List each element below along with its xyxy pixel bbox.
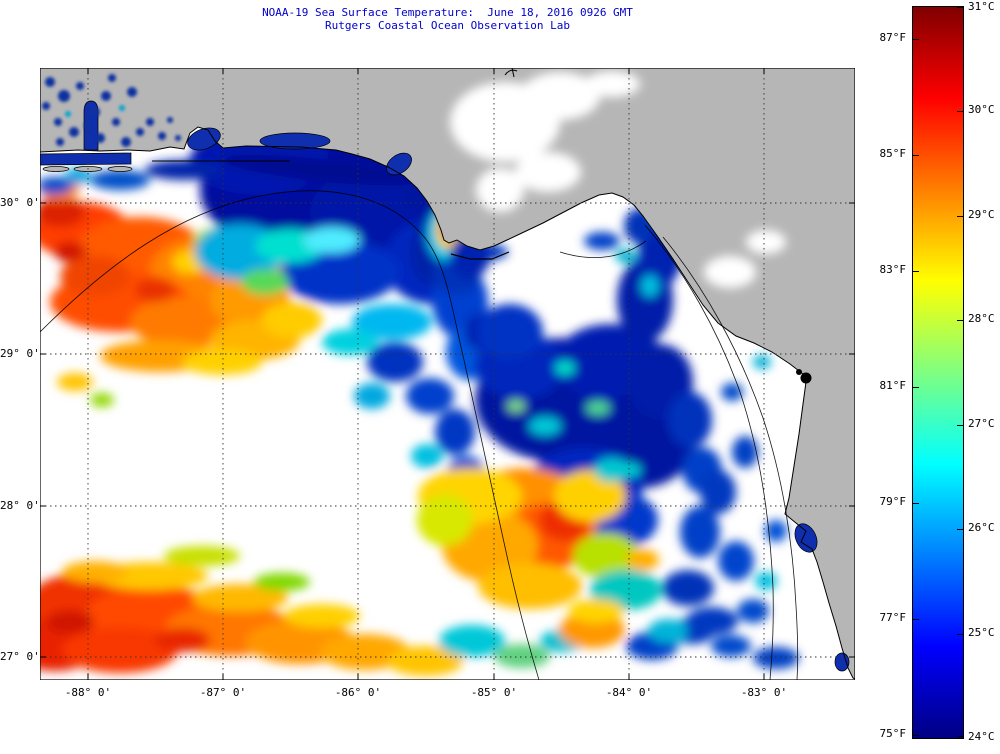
colorbar-tick (913, 503, 919, 504)
colorbar-tick (913, 735, 919, 736)
colorbar-c-label: 28°C (968, 312, 995, 325)
land (40, 68, 855, 679)
x-tick-label: -88° 0' (64, 686, 112, 699)
colorbar-tick (913, 387, 919, 388)
cloud-mask (450, 71, 786, 288)
colorbar-tick (957, 216, 963, 217)
x-tick-label: -86° 0' (334, 686, 382, 699)
colorbar-c-label: 29°C (968, 208, 995, 221)
colorbar-f-label: 77°F (879, 611, 907, 624)
colorbar-f-label: 81°F (879, 379, 907, 392)
y-tick-label: 29° 0' (0, 347, 40, 360)
figure-title-line1: NOAA-19 Sea Surface Temperature: June 18… (262, 6, 633, 19)
colorbar-tick (957, 736, 963, 737)
x-tick-label: -87° 0' (199, 686, 247, 699)
colorbar-tick (957, 111, 963, 112)
x-tick-label: -83° 0' (740, 686, 788, 699)
y-tick-label: 28° 0' (0, 499, 40, 512)
colorbar-f-label: 87°F (879, 31, 907, 44)
axis-ticks (40, 68, 855, 680)
sst-map (40, 68, 855, 680)
colorbar-tick (957, 529, 963, 530)
colorbar (912, 6, 964, 739)
colorbar-f-label: 75°F (879, 727, 907, 740)
colorbar-tick (957, 320, 963, 321)
colorbar-c-label: 24°C (968, 730, 995, 743)
colorbar-tick (957, 7, 963, 8)
colorbar-tick (913, 271, 919, 272)
colorbar-tick (957, 425, 963, 426)
marsh-lake-speckles (42, 74, 181, 147)
colorbar-tick (913, 619, 919, 620)
colorbar-c-label: 31°C (968, 0, 995, 13)
colorbar-f-label: 83°F (879, 263, 907, 276)
y-tick-label: 27° 0' (0, 650, 40, 663)
coast-detail-glyph (504, 68, 518, 78)
figure-title-line2: Rutgers Coastal Ocean Observation Lab (324, 19, 571, 32)
x-tick-label: -85° 0' (470, 686, 518, 699)
station-marker (796, 369, 812, 384)
colorbar-c-label: 26°C (968, 521, 995, 534)
colorbar-tick (957, 634, 963, 635)
colorbar-c-label: 25°C (968, 626, 995, 639)
bathymetry-contours (40, 190, 799, 680)
colorbar-c-label: 30°C (968, 103, 995, 116)
colorbar-f-label: 85°F (879, 147, 907, 160)
colorbar-c-label: 27°C (968, 417, 995, 430)
colorbar-f-label: 79°F (879, 495, 907, 508)
x-tick-label: -84° 0' (605, 686, 653, 699)
graticule (40, 68, 855, 680)
colorbar-tick (913, 155, 919, 156)
colorbar-tick (913, 39, 919, 40)
y-tick-label: 30° 0' (0, 196, 40, 209)
